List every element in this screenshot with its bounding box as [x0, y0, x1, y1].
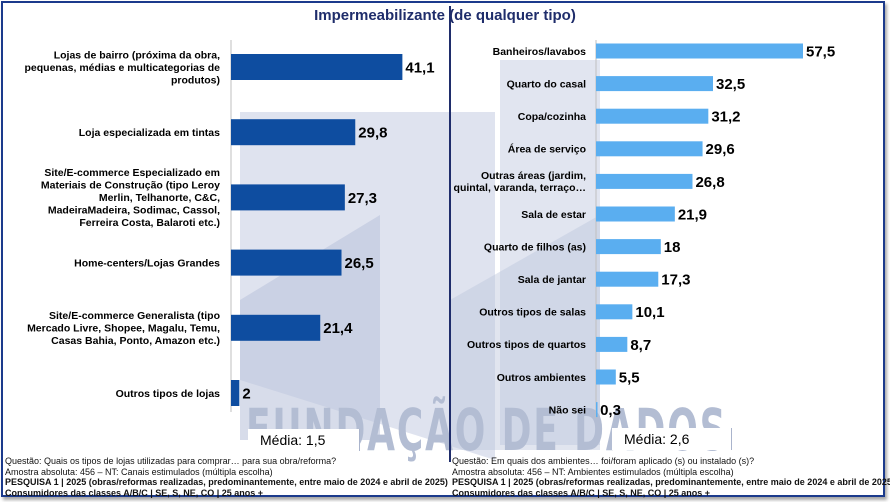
left-category-label-5-line-3: Casas Bahia, Ponto, Amazon etc.) — [51, 335, 220, 347]
left-category-label-1-line-2: pequenas, médias e multicategorias de — [25, 62, 221, 74]
left-value-label-6: 2 — [242, 385, 250, 402]
right-category-label-11: Outros ambientes — [497, 372, 586, 384]
right-bar-6 — [596, 206, 675, 222]
right-question: Questão: Em quais dos ambientes… foi/for… — [452, 456, 755, 466]
right-bar-2 — [596, 76, 713, 92]
right-value-label-2: 32,5 — [716, 76, 745, 93]
right-bar-7 — [596, 239, 661, 255]
left-bar-2 — [231, 119, 356, 146]
right-category-label-9: Outros tipos de salas — [479, 307, 586, 319]
right-bar-1 — [596, 43, 803, 59]
left-bar-4 — [231, 249, 342, 276]
left-category-label-3-line-4: MadeiraMadeira, Sodimac, Cassol, — [48, 205, 220, 217]
right-value-label-11: 5,5 — [619, 369, 640, 386]
left-category-label-3-line-5: Ferreira Costa, Balaroti etc.) — [79, 217, 220, 229]
left-bar-5 — [231, 314, 321, 341]
right-notes: Questão: Em quais dos ambientes… foi/for… — [452, 456, 890, 498]
right-value-label-8: 17,3 — [661, 272, 690, 289]
right-category-label-10: Outros tipos de quartos — [467, 339, 586, 351]
left-question: Questão: Quais os tipos de lojas utiliza… — [5, 456, 337, 466]
right-value-label-3: 31,2 — [711, 109, 740, 126]
right-category-label-2: Quarto do casal — [507, 78, 586, 90]
right-category-label-1: Banheiros/lavabos — [493, 46, 587, 58]
right-bar-5 — [596, 173, 693, 189]
right-category-label-12: Não sei — [549, 404, 586, 416]
left-notes: Questão: Quais os tipos de lojas utiliza… — [5, 456, 448, 498]
right-category-label-3: Copa/cozinha — [518, 111, 586, 123]
right-value-label-6: 21,9 — [678, 206, 707, 223]
left-sample: Amostra absoluta: 456 – NT: Canais estim… — [5, 466, 273, 477]
right-category-label-6: Sala de estar — [521, 209, 586, 221]
right-bar-9 — [596, 304, 633, 320]
left-bar-3 — [231, 184, 345, 211]
right-sample: Amostra absoluta: 456 – NT: Ambientes es… — [452, 466, 734, 477]
right-value-label-1: 57,5 — [806, 43, 835, 60]
left-value-label-5: 21,4 — [323, 320, 353, 337]
right-bar-4 — [596, 141, 703, 157]
right-average: Média: 2,6 — [612, 428, 732, 450]
right-bar-3 — [596, 108, 709, 124]
left-category-label-6: Outros tipos de lojas — [116, 388, 221, 400]
left-category-label-5-line-1: Site/E-commerce Generalista (tipo — [49, 310, 220, 322]
left-category-label-3-line-1: Site/E-commerce Especializado em — [44, 167, 220, 179]
panel-divider — [449, 6, 451, 462]
right-value-label-9: 10,1 — [635, 304, 664, 321]
left-value-label-3: 27,3 — [348, 190, 377, 207]
left-category-label-5-line-2: Mercado Livre, Shopee, Magalu, Temu, — [27, 323, 220, 335]
left-bar-6 — [231, 380, 240, 406]
right-bar-8 — [596, 271, 659, 287]
right-value-label-10: 8,7 — [630, 337, 651, 354]
chart-title: Impermeabilizante (de qualquer tipo) — [314, 7, 576, 24]
right-value-label-7: 18 — [664, 239, 681, 256]
left-consumers: Consumidores das classes A/B/C | SE, S, … — [5, 487, 264, 498]
left-category-label-3-line-3: Merlin, Telhanorte, C&C, — [99, 192, 220, 204]
right-value-label-5: 26,8 — [695, 174, 724, 191]
left-value-label-2: 29,8 — [358, 125, 387, 142]
right-bar-12 — [596, 402, 598, 418]
right-category-label-7: Quarto de filhos (as) — [484, 241, 586, 253]
right-bar-10 — [596, 336, 628, 352]
left-category-label-1-line-1: Lojas de bairro (próxima da obra, — [54, 49, 220, 61]
right-value-label-4: 29,6 — [706, 141, 735, 158]
right-category-label-5-line-2: quintal, varanda, terraço… — [454, 182, 586, 194]
left-value-label-4: 26,5 — [345, 255, 374, 272]
left-value-label-1: 41,1 — [405, 59, 434, 76]
right-category-label-4: Área de serviço — [508, 143, 586, 156]
left-average: Média: 1,5 — [248, 429, 360, 451]
left-category-label-1-line-3: produtos) — [171, 74, 220, 86]
left-category-label-3-line-2: Materiais de Construção (tipo Leroy — [41, 180, 220, 192]
right-category-label-8: Sala de jantar — [518, 274, 586, 286]
right-bar-11 — [596, 369, 616, 385]
left-survey: PESQUISA 1 | 2025 (obras/reformas realiz… — [5, 477, 448, 487]
right-consumers: Consumidores das classes A/B/C | SE, S, … — [452, 487, 711, 498]
left-category-label-4: Home-centers/Lojas Grandes — [74, 257, 220, 269]
right-value-label-12: 0,3 — [600, 402, 621, 419]
left-category-label-2: Loja especializada em tintas — [79, 127, 220, 139]
right-category-label-5-line-1: Outras áreas (jardim, — [481, 170, 586, 182]
left-bar-1 — [231, 54, 403, 80]
right-survey: PESQUISA 1 | 2025 (obras/reformas realiz… — [452, 477, 890, 487]
